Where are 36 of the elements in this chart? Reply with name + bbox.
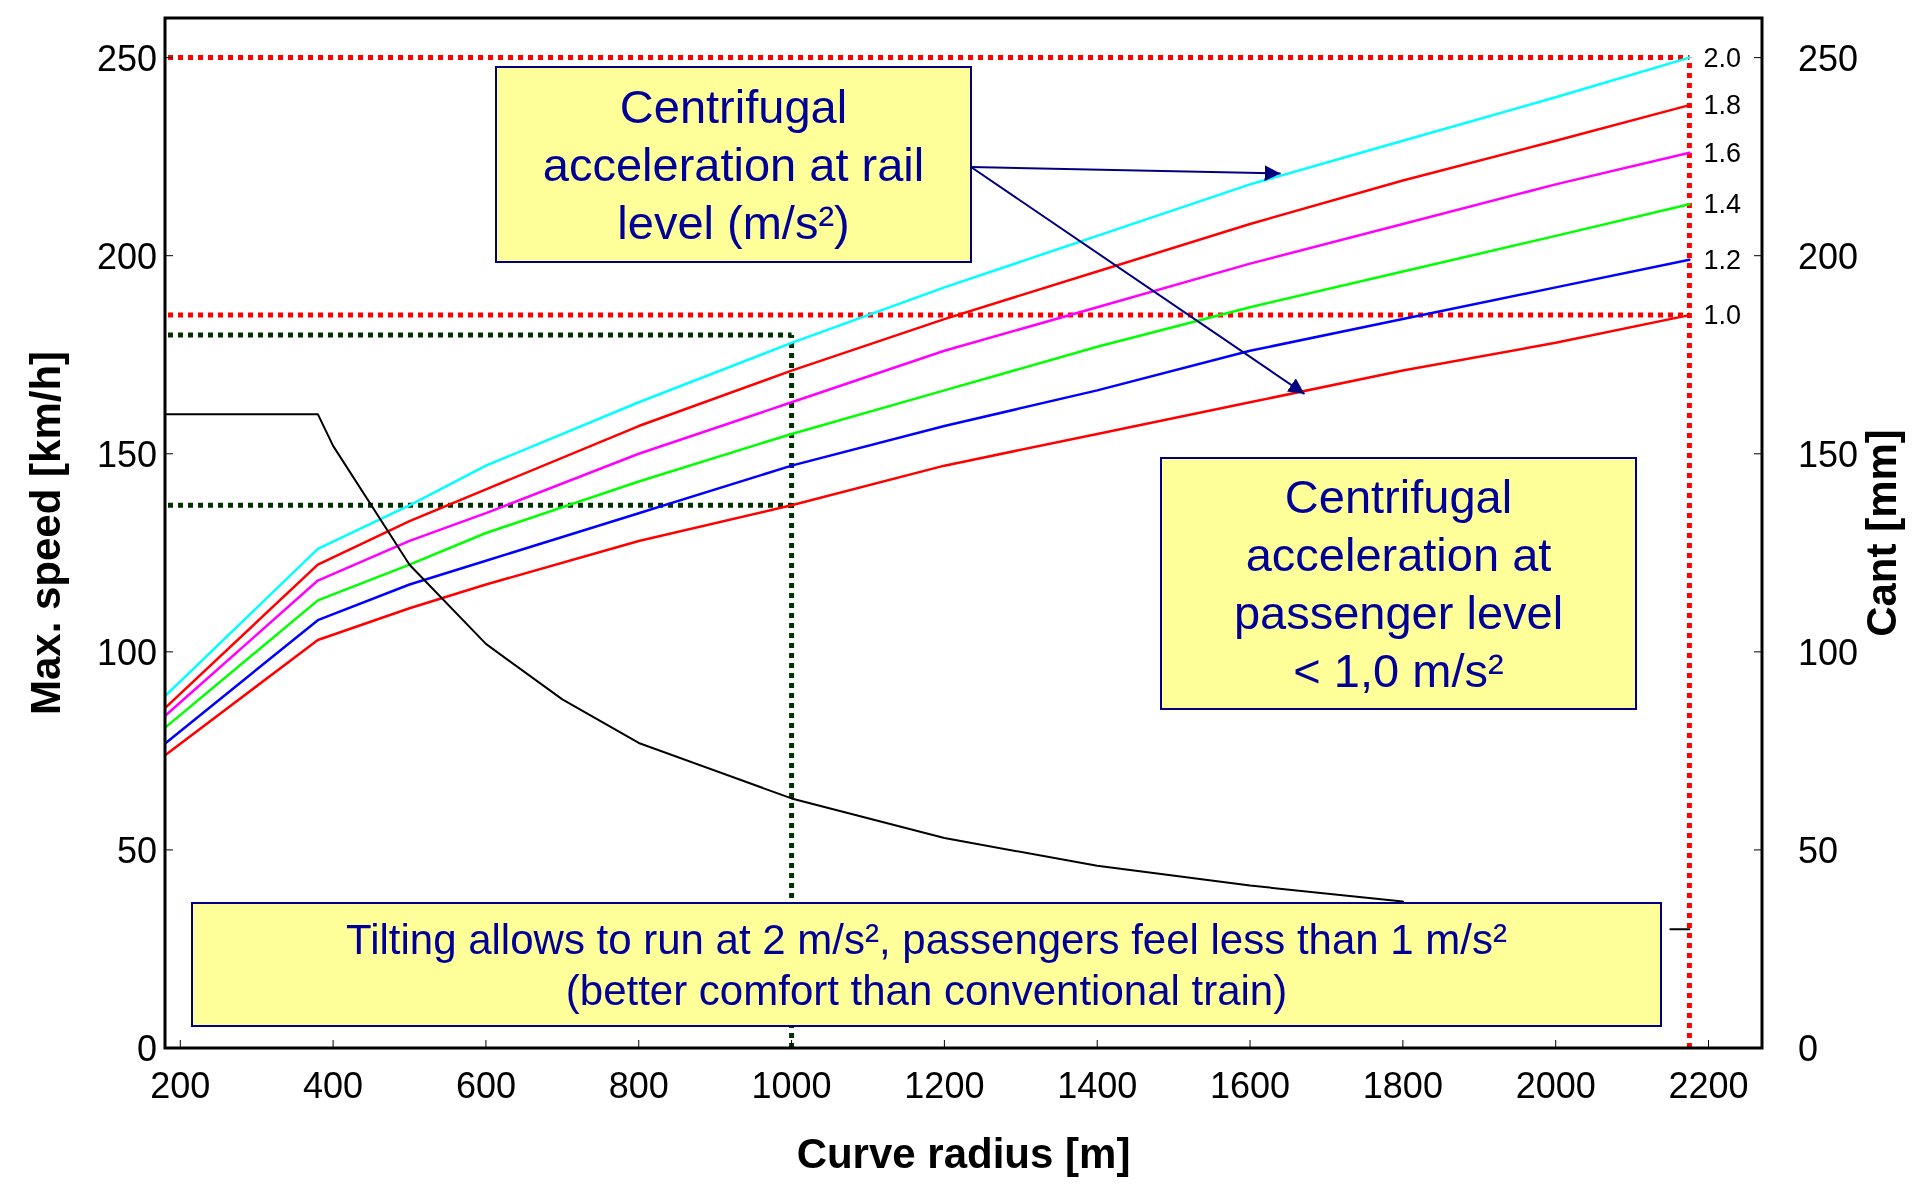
y2-tick-label: 200 xyxy=(1798,235,1859,277)
y-tick-label: 200 xyxy=(96,235,157,277)
y-tick-label: 50 xyxy=(116,829,157,871)
x-tick-label: 2200 xyxy=(1668,1065,1749,1106)
note-box: Centrifugal acceleration at rail level (m/s²) xyxy=(495,66,972,263)
series-label: 1.0 xyxy=(1703,300,1741,331)
y-tick-label: 250 xyxy=(96,37,157,79)
y-axis-title: Max. speed [km/h] xyxy=(22,350,69,716)
y-tick-label: 150 xyxy=(96,433,157,475)
y2-tick-label: 250 xyxy=(1798,37,1859,79)
y2-tick-label: 150 xyxy=(1798,433,1859,475)
series-label: 1.8 xyxy=(1703,90,1741,121)
x-tick-label: 600 xyxy=(455,1065,516,1106)
x-tick-label: 400 xyxy=(303,1065,364,1106)
note-box: Centrifugal acceleration at passenger level < 1,0 m/s² xyxy=(1160,457,1637,710)
x-tick-label: 1400 xyxy=(1057,1065,1138,1106)
x-tick-label: 1800 xyxy=(1362,1065,1443,1106)
x-tick-label: 1000 xyxy=(751,1065,832,1106)
y-tick-label: 100 xyxy=(96,631,157,673)
series-label: 1.4 xyxy=(1703,189,1741,220)
x-tick-label: 1600 xyxy=(1210,1065,1291,1106)
y2-tick-label: 100 xyxy=(1798,631,1859,673)
y2-tick-label: 50 xyxy=(1798,829,1839,871)
annotation: Centrifugal acceleration at passenger level < 1,0 m/s² xyxy=(1233,469,1564,697)
y2-tick-label: 0 xyxy=(1798,1028,1819,1069)
series-label: 1.6 xyxy=(1703,137,1741,168)
annotation: Centrifugal acceleration at rail level (m/s²) xyxy=(542,79,925,249)
series-label: 1.2 xyxy=(1703,244,1741,275)
x-tick-label: 800 xyxy=(608,1065,669,1106)
annotation: Tilting allows to run at 2 m/s², passengers feel less than 1 m/s² (better comfort than conventional train) xyxy=(346,915,1507,1014)
x-tick-label: 1200 xyxy=(904,1065,985,1106)
note-box: Tilting allows to run at 2 m/s², passengers feel less than 1 m/s² (better comfort than conventional train) xyxy=(191,902,1662,1027)
y2-axis-title: Cant [mm] xyxy=(1858,429,1905,637)
x-axis-title: Curve radius [m] xyxy=(796,1130,1131,1177)
series-label: 2.0 xyxy=(1703,42,1741,73)
x-tick-label: 2000 xyxy=(1515,1065,1596,1106)
